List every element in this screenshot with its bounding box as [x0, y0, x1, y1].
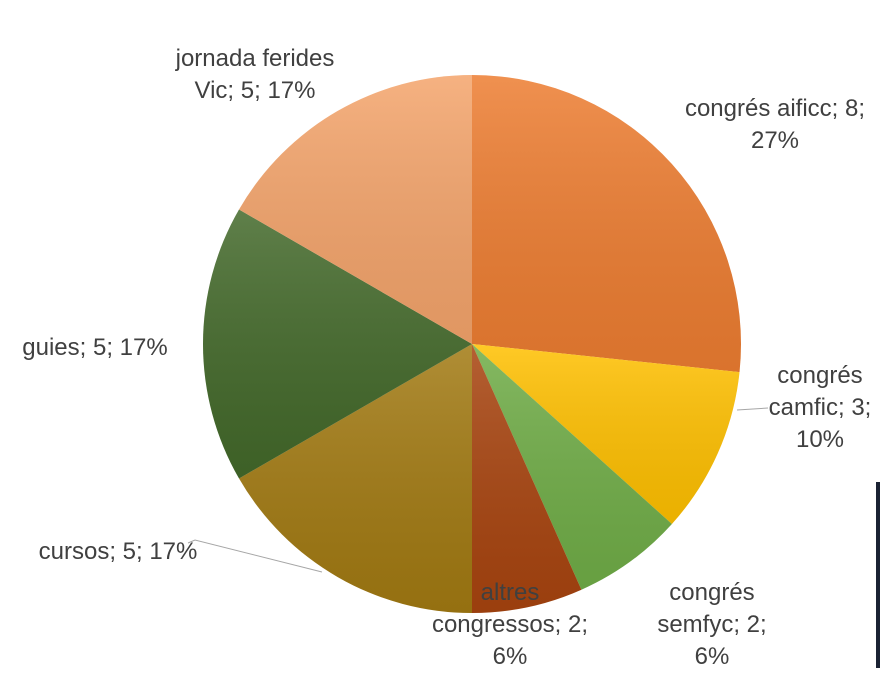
slice-shade [472, 344, 740, 524]
slice-shade [203, 209, 472, 479]
data-label: congrés semfyc; 2; 6% [657, 579, 767, 670]
data-label: guies; 5; 17% [22, 334, 168, 361]
data-label: jornada ferides Vic; 5; 17% [175, 45, 335, 104]
slice-shade [472, 344, 582, 613]
slice-shade [239, 75, 472, 344]
slice-shade [472, 75, 741, 373]
data-label: congrés aificc; 8; 27% [684, 95, 866, 154]
data-label: altres congressos; 2; 6% [431, 579, 589, 670]
data-label: cursos; 5; 17% [38, 538, 198, 565]
window-edge [876, 482, 880, 668]
leader-line [736, 407, 769, 411]
slice-shade [239, 344, 472, 613]
slice-shade [472, 344, 672, 590]
data-label: congrés camfic; 3; 10% [768, 362, 872, 453]
leader-line [187, 539, 323, 573]
